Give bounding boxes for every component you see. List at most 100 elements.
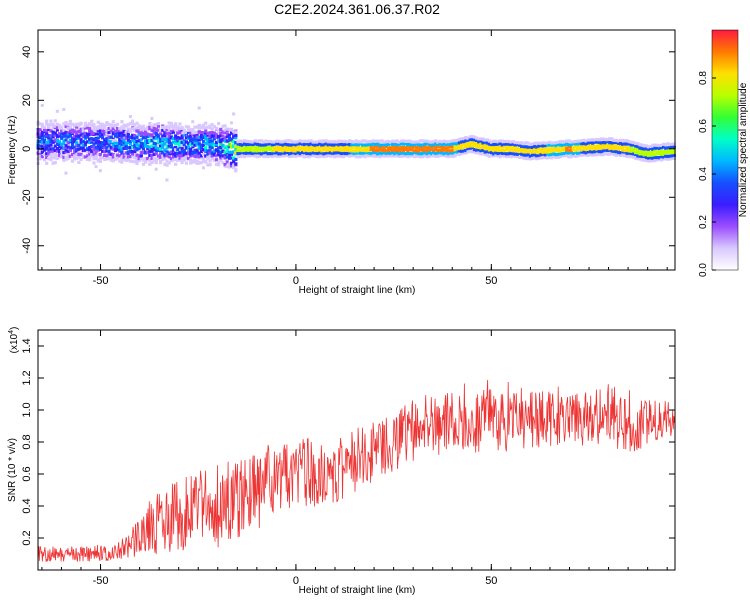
spectrogram-cell bbox=[657, 152, 661, 156]
spectrogram-cell bbox=[649, 150, 653, 155]
spectrogram-cell bbox=[502, 140, 507, 144]
spectrogram-cell bbox=[563, 148, 567, 152]
spectrogram-cell bbox=[68, 154, 72, 158]
spectrogram-cell bbox=[578, 153, 582, 157]
spectrogram-cell bbox=[655, 143, 659, 147]
spectrogram-cell bbox=[545, 147, 550, 151]
spectrogram-cell bbox=[42, 134, 47, 138]
spectrogram-cell bbox=[348, 143, 352, 147]
spectrogram-cell bbox=[462, 146, 466, 150]
spectrogram-cell bbox=[186, 136, 191, 141]
spectrogram-cell bbox=[333, 148, 337, 152]
spectrogram-cell bbox=[240, 150, 244, 155]
spectrogram-cell bbox=[199, 146, 204, 150]
spectrogram-cell bbox=[143, 133, 148, 137]
spectrogram-cell bbox=[528, 148, 532, 152]
spectrogram-cell bbox=[272, 142, 277, 147]
spectrogram-cell bbox=[627, 154, 631, 159]
spectrogram-cell bbox=[53, 138, 57, 142]
spectrogram-cell bbox=[414, 154, 418, 158]
spectrogram-cell bbox=[186, 135, 191, 139]
spectrogram-cell bbox=[107, 156, 111, 161]
spectrogram-cell bbox=[541, 152, 545, 156]
spectrogram-cell bbox=[178, 136, 182, 140]
spectrogram-cell bbox=[655, 150, 659, 154]
spectrogram-cell bbox=[232, 166, 236, 170]
spectrogram-cell bbox=[601, 137, 605, 141]
spectrogram-cell bbox=[425, 146, 429, 150]
spectrogram-cell bbox=[608, 136, 612, 141]
spectrogram-cell bbox=[66, 122, 70, 127]
spectrogram-cell bbox=[522, 142, 526, 146]
spectrogram-cell bbox=[189, 154, 193, 158]
spectrogram-cell bbox=[447, 154, 451, 159]
spectrogram-cell bbox=[599, 150, 603, 154]
spectrogram-cell bbox=[591, 144, 595, 148]
spectrogram-cell bbox=[180, 125, 184, 130]
spectrogram-cell bbox=[184, 136, 189, 140]
spectrogram-cell bbox=[150, 125, 154, 129]
spectrogram-cell bbox=[311, 153, 315, 157]
spectrogram-cell bbox=[404, 139, 408, 143]
spectrogram-cell bbox=[251, 145, 255, 149]
spectrogram-cell bbox=[174, 154, 178, 158]
spectrogram-cell bbox=[444, 151, 449, 155]
spectrogram-cell bbox=[223, 156, 227, 160]
spectrogram-cell bbox=[214, 158, 219, 162]
spectrogram-cell bbox=[419, 145, 423, 149]
spectrogram-cell bbox=[296, 151, 300, 155]
spectrogram-cell bbox=[305, 145, 309, 149]
spectrogram-cell bbox=[150, 147, 154, 152]
spectrogram-cell bbox=[318, 142, 322, 146]
spectrogram-cell bbox=[296, 148, 300, 152]
spectrogram-cell bbox=[279, 140, 283, 144]
spectrogram-cell bbox=[204, 137, 208, 141]
spectrogram-cell bbox=[189, 150, 193, 154]
spectrogram-x-tick-label: 50 bbox=[485, 275, 497, 287]
spectrogram-cell bbox=[83, 148, 87, 152]
spectrogram-cell bbox=[384, 149, 388, 153]
spectrogram-cell bbox=[608, 152, 612, 156]
spectrogram-cell bbox=[152, 147, 156, 152]
spectrogram-cell bbox=[152, 159, 156, 163]
spectrogram-cell bbox=[229, 161, 234, 165]
spectrogram-cell bbox=[393, 139, 397, 144]
spectrogram-cell bbox=[208, 159, 212, 163]
spectrogram-cell bbox=[204, 145, 208, 149]
colorbar-ticks: 0.00.20.40.60.8 bbox=[698, 71, 716, 277]
spectrogram-cell bbox=[655, 155, 659, 160]
spectrogram-cell bbox=[339, 151, 343, 156]
spectrogram-cell bbox=[627, 146, 631, 150]
spectrogram-cell bbox=[275, 145, 279, 150]
spectrogram-cell bbox=[268, 139, 272, 144]
spectrogram-cell bbox=[593, 138, 597, 142]
spectrogram-cell bbox=[189, 152, 193, 156]
spectrogram-cell bbox=[107, 139, 111, 143]
spectrogram-cell bbox=[45, 152, 49, 156]
spectrogram-cell bbox=[167, 135, 171, 139]
spectrogram-cell bbox=[487, 142, 492, 146]
spectrogram-cell bbox=[603, 137, 608, 142]
spectrogram-cell bbox=[543, 153, 547, 157]
spectrogram-cell bbox=[515, 143, 520, 147]
spectrogram-cell bbox=[100, 129, 105, 133]
spectrogram-cell bbox=[73, 136, 77, 140]
spectrogram-cell bbox=[294, 149, 298, 153]
snr-y-tick-label: 0.4 bbox=[21, 498, 33, 513]
spectrogram-cell bbox=[107, 135, 111, 139]
spectrogram-cell bbox=[311, 140, 315, 144]
spectrogram-cell bbox=[533, 156, 537, 160]
spectrogram-cell bbox=[150, 153, 154, 158]
spectrogram-cell bbox=[311, 151, 315, 155]
spectrogram-cell bbox=[167, 151, 171, 155]
spectrogram-cell bbox=[404, 152, 408, 156]
spectrogram-cell bbox=[517, 147, 522, 151]
spectrogram-cell bbox=[324, 148, 328, 152]
spectrogram-cell bbox=[354, 151, 358, 155]
spectrogram-cell bbox=[251, 140, 255, 144]
spectrogram-cell bbox=[55, 128, 60, 132]
spectrogram-cell bbox=[376, 152, 380, 156]
spectrogram-cell bbox=[550, 152, 554, 157]
spectrogram-cell bbox=[365, 154, 369, 158]
spectrogram-cell bbox=[642, 144, 646, 148]
